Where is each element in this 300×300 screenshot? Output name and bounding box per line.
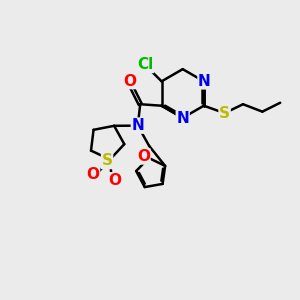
Text: Cl: Cl	[137, 58, 153, 73]
Text: N: N	[176, 111, 189, 126]
Text: N: N	[198, 74, 211, 89]
Text: S: S	[219, 106, 230, 121]
Text: O: O	[87, 167, 100, 182]
Text: O: O	[108, 173, 121, 188]
Text: S: S	[101, 154, 112, 169]
Text: N: N	[131, 118, 144, 133]
Text: O: O	[137, 149, 150, 164]
Text: O: O	[123, 74, 136, 88]
